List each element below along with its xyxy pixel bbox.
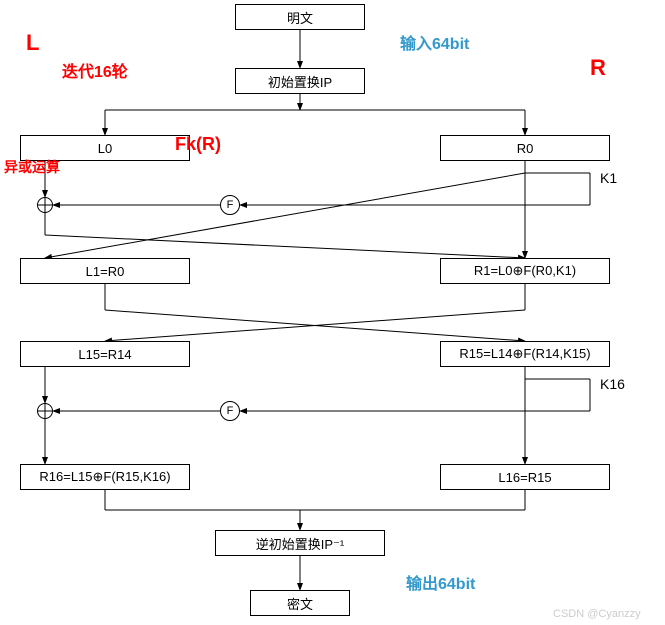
label-input: 输入64bit bbox=[400, 30, 469, 54]
node-l15: L15=R14 bbox=[20, 341, 190, 367]
node-ciphertext: 密文 bbox=[250, 590, 350, 616]
node-l1: L1=R0 bbox=[20, 258, 190, 284]
node-r16: R16=L15⊕F(R15,K16) bbox=[20, 464, 190, 490]
label-R: R bbox=[590, 55, 606, 81]
xor-node-2 bbox=[37, 403, 53, 419]
node-r15: R15=L14⊕F(R14,K15) bbox=[440, 341, 610, 367]
label-L: L bbox=[26, 30, 39, 56]
f-node-2: F bbox=[220, 401, 240, 421]
node-ip: 初始置换IP bbox=[235, 68, 365, 94]
label-output: 输出64bit bbox=[406, 570, 475, 594]
node-r0: R0 bbox=[440, 135, 610, 161]
label-fk: Fk(R) bbox=[175, 134, 221, 155]
node-r1: R1=L0⊕F(R0,K1) bbox=[440, 258, 610, 284]
node-plaintext: 明文 bbox=[235, 4, 365, 30]
f-node-1: F bbox=[220, 195, 240, 215]
label-k16: K16 bbox=[600, 376, 625, 392]
label-xor: 异或运算 bbox=[4, 157, 60, 177]
xor-node-1 bbox=[37, 197, 53, 213]
node-ipinv: 逆初始置换IP⁻¹ bbox=[215, 530, 385, 556]
label-rounds: 迭代16轮 bbox=[62, 58, 128, 82]
node-l16: L16=R15 bbox=[440, 464, 610, 490]
watermark: CSDN @Cyanzzy bbox=[553, 608, 641, 620]
label-k1: K1 bbox=[600, 170, 617, 186]
